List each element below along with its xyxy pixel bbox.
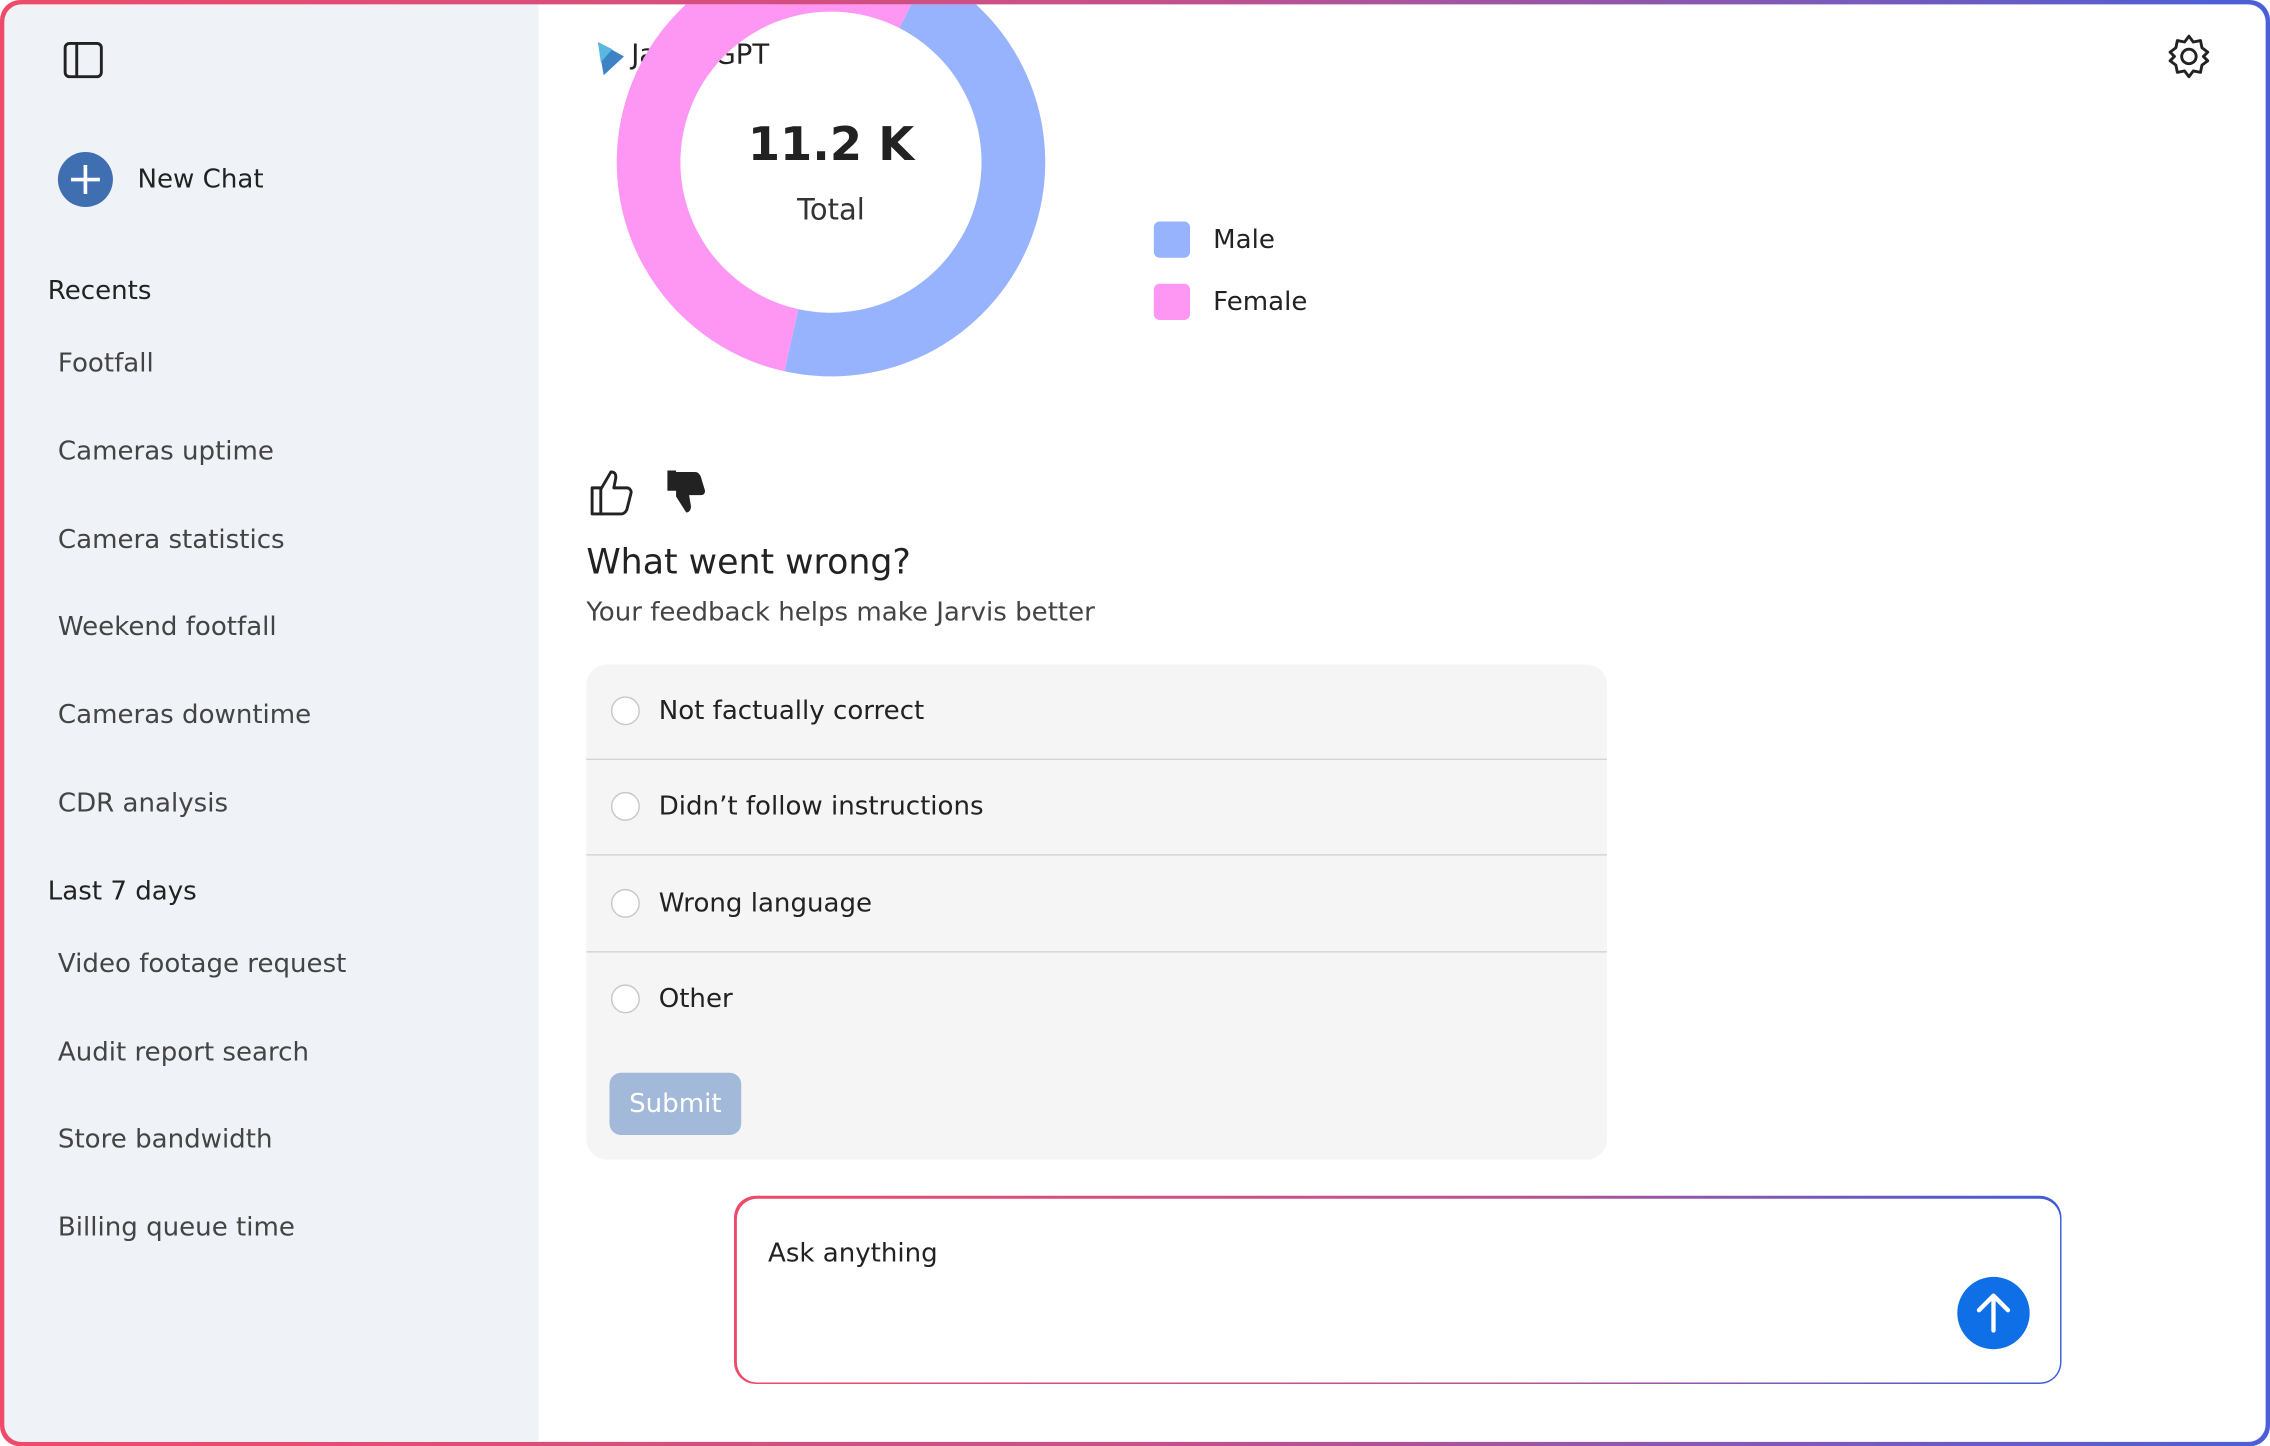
settings[interactable]	[2166, 33, 2215, 82]
recent-chat[interactable]: Footfall	[57, 348, 154, 379]
chat-input[interactable]: Ask anything	[733, 1195, 2062, 1385]
radio[interactable]	[610, 888, 640, 918]
option-label[interactable]: Wrong language	[658, 887, 873, 919]
recent-chat[interactable]: Store bandwidth	[57, 1124, 273, 1156]
feedback-title: What went wrong?	[586, 541, 911, 582]
section-title: Last 7 days	[47, 876, 197, 907]
feedback-subtitle: Your feedback helps make Jarvis better	[586, 597, 1095, 628]
divider	[586, 854, 1607, 857]
divider	[586, 758, 1607, 761]
option-label[interactable]: Didn’t follow instructions	[658, 791, 984, 823]
donut-segment	[784, 4, 1046, 377]
recent-chat[interactable]: Cameras downtime	[57, 700, 312, 731]
legend-label: Female	[1213, 287, 1307, 317]
thumbs-up[interactable]	[590, 470, 633, 516]
recent-chat[interactable]: CDR analysis	[57, 788, 229, 819]
thumbs-down[interactable]	[667, 470, 706, 513]
radio[interactable]	[610, 792, 640, 822]
radio[interactable]	[610, 696, 640, 726]
app: New Chat Recents Last 7 days Footfall Cam…	[4, 4, 2266, 1442]
send-button[interactable]	[1955, 1275, 2030, 1350]
sidebar: New Chat Recents Last 7 days Footfall Cam…	[4, 4, 539, 1442]
option-label[interactable]: Other	[658, 983, 733, 1015]
donut-segment	[616, 4, 912, 372]
radio[interactable]	[610, 984, 640, 1014]
feedback-panel: Submit Not factually correct Didn’t follo…	[586, 664, 1607, 1160]
center-value: 11.2 K	[748, 117, 916, 171]
recent-chat[interactable]: Audit report search	[57, 1036, 309, 1068]
recent-chat[interactable]: Cameras uptime	[57, 436, 274, 467]
new-chat[interactable]: New Chat	[137, 164, 264, 195]
recent-chat[interactable]: Camera statistics	[57, 524, 285, 555]
input-placeholder: Ask anything	[768, 1237, 938, 1269]
recent-chat[interactable]: Weekend footfall	[57, 612, 277, 643]
logo	[597, 41, 624, 76]
legend-label: Male	[1213, 225, 1275, 255]
section-title: Recents	[47, 275, 152, 307]
option-label[interactable]: Not factually correct	[658, 695, 925, 727]
new-chat-icon[interactable]	[56, 152, 114, 210]
legend-swatch	[1153, 221, 1191, 258]
divider	[586, 950, 1607, 953]
donut-chart: 11.2 K Total Male Female	[616, 4, 1307, 377]
submit-button[interactable]: Submit	[609, 1072, 742, 1135]
center-label: Total	[796, 192, 865, 226]
feedback-icons	[590, 470, 706, 516]
recent-chat[interactable]: Billing queue time	[57, 1212, 295, 1243]
toggle-sidebar[interactable]	[62, 41, 105, 82]
legend-swatch	[1153, 283, 1191, 320]
recent-chat[interactable]: Video footage request	[57, 948, 347, 980]
